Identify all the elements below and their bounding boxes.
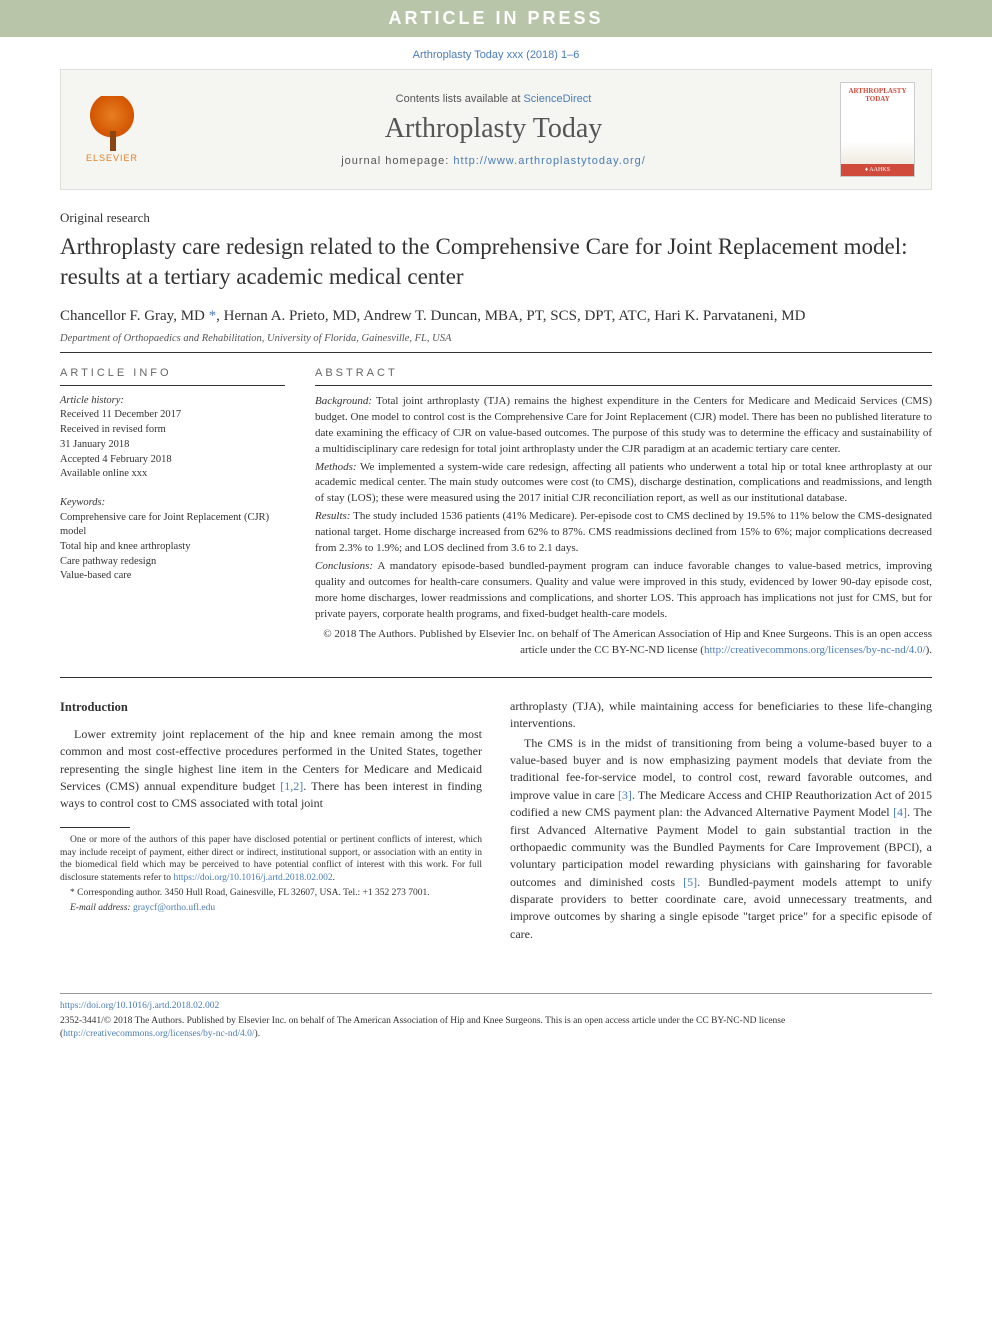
journal-name: Arthroplasty Today (147, 113, 840, 145)
keywords-block: Keywords: Comprehensive care for Joint R… (60, 496, 285, 584)
license-link[interactable]: http://creativecommons.org/licenses/by-n… (704, 644, 926, 656)
elsevier-label: ELSEVIER (86, 153, 138, 163)
doi-line: https://doi.org/10.1016/j.artd.2018.02.0… (60, 1000, 932, 1013)
email-footnote: E-mail address: graycf@ortho.ufl.edu (60, 902, 482, 915)
abstract-section: Conclusions: A mandatory episode-based b… (315, 559, 932, 623)
cover-body (841, 107, 914, 164)
abstract-heading: ABSTRACT (315, 367, 932, 379)
homepage-link[interactable]: http://www.arthroplastytoday.org/ (453, 155, 645, 167)
abstract-column: ABSTRACT Background: Total joint arthrop… (315, 367, 932, 659)
elsevier-logo[interactable]: ELSEVIER (77, 90, 147, 170)
article-info-column: ARTICLE INFO Article history: Received 1… (60, 367, 285, 659)
keyword: Total hip and knee arthroplasty (60, 540, 285, 555)
keywords-label: Keywords: (60, 496, 285, 511)
issn-copyright-line: 2352-3441/© 2018 The Authors. Published … (60, 1015, 932, 1041)
info-abstract-row: ARTICLE INFO Article history: Received 1… (60, 367, 932, 659)
body-paragraph: arthroplasty (TJA), while maintaining ac… (510, 698, 932, 733)
body-right-column: arthroplasty (TJA), while maintaining ac… (510, 698, 932, 945)
elsevier-tree-icon (87, 96, 137, 151)
cover-title: ARTHROPLASTY TODAY (841, 83, 914, 107)
history-line: Accepted 4 February 2018 (60, 453, 285, 468)
abstract-text: Background: Total joint arthroplasty (TJ… (315, 394, 932, 623)
citation-link[interactable]: [3] (618, 788, 632, 802)
body-columns: Introduction Lower extremity joint repla… (60, 698, 932, 945)
homepage-line: journal homepage: http://www.arthroplast… (147, 155, 840, 167)
divider (60, 352, 932, 353)
journal-cover-thumbnail[interactable]: ARTHROPLASTY TODAY ♦ AAHKS (840, 82, 915, 177)
history-line: Available online xxx (60, 467, 285, 482)
introduction-heading: Introduction (60, 698, 482, 716)
affiliation: Department of Orthopaedics and Rehabilit… (60, 333, 932, 344)
citation-link[interactable]: [1,2] (280, 779, 303, 793)
footer-license-link[interactable]: http://creativecommons.org/licenses/by-n… (63, 1029, 254, 1039)
doi-link[interactable]: https://doi.org/10.1016/j.artd.2018.02.0… (60, 1001, 219, 1011)
corresponding-author-footnote: * Corresponding author. 3450 Hull Road, … (60, 887, 482, 900)
abstract-section: Results: The study included 1536 patient… (315, 509, 932, 557)
citation-link[interactable]: [5] (683, 875, 697, 889)
citation-link[interactable]: [4] (893, 805, 907, 819)
copyright-block: © 2018 The Authors. Published by Elsevie… (315, 627, 932, 659)
article-title: Arthroplasty care redesign related to th… (60, 232, 932, 292)
authors-list: Chancellor F. Gray, MD *, Hernan A. Prie… (60, 306, 932, 327)
body-paragraph: Lower extremity joint replacement of the… (60, 726, 482, 813)
footnotes: One or more of the authors of this paper… (60, 834, 482, 915)
citation-line: Arthroplasty Today xxx (2018) 1–6 (0, 37, 992, 69)
contents-available-line: Contents lists available at ScienceDirec… (147, 93, 840, 105)
journal-header: ELSEVIER Contents lists available at Sci… (60, 69, 932, 190)
disclosure-footnote: One or more of the authors of this paper… (60, 834, 482, 885)
article-type: Original research (60, 210, 932, 226)
header-center: Contents lists available at ScienceDirec… (147, 93, 840, 167)
history-line: Received 11 December 2017 (60, 408, 285, 423)
banner-text: ARTICLE IN PRESS (388, 8, 603, 28)
article-info-heading: ARTICLE INFO (60, 367, 285, 379)
article-history-block: Article history: Received 11 December 20… (60, 394, 285, 482)
keyword: Comprehensive care for Joint Replacement… (60, 511, 285, 540)
cover-footer: ♦ AAHKS (841, 164, 914, 176)
email-link[interactable]: graycf@ortho.ufl.edu (133, 903, 215, 913)
history-line: 31 January 2018 (60, 438, 285, 453)
keyword: Care pathway redesign (60, 555, 285, 570)
body-divider (60, 677, 932, 678)
footnote-rule (60, 827, 130, 828)
section-rule (315, 385, 932, 386)
abstract-section: Background: Total joint arthroplasty (TJ… (315, 394, 932, 458)
sciencedirect-link[interactable]: ScienceDirect (523, 93, 591, 105)
article-content: Original research Arthroplasty care rede… (0, 190, 992, 975)
keyword: Value-based care (60, 569, 285, 584)
history-line: Received in revised form (60, 423, 285, 438)
page-footer: https://doi.org/10.1016/j.artd.2018.02.0… (60, 993, 932, 1040)
history-label: Article history: (60, 394, 285, 409)
body-left-column: Introduction Lower extremity joint repla… (60, 698, 482, 945)
body-paragraph: The CMS is in the midst of transitioning… (510, 735, 932, 944)
abstract-section: Methods: We implemented a system-wide ca… (315, 460, 932, 508)
disclosure-doi-link[interactable]: https://doi.org/10.1016/j.artd.2018.02.0… (173, 873, 332, 883)
section-rule (60, 385, 285, 386)
article-in-press-banner: ARTICLE IN PRESS (0, 0, 992, 37)
